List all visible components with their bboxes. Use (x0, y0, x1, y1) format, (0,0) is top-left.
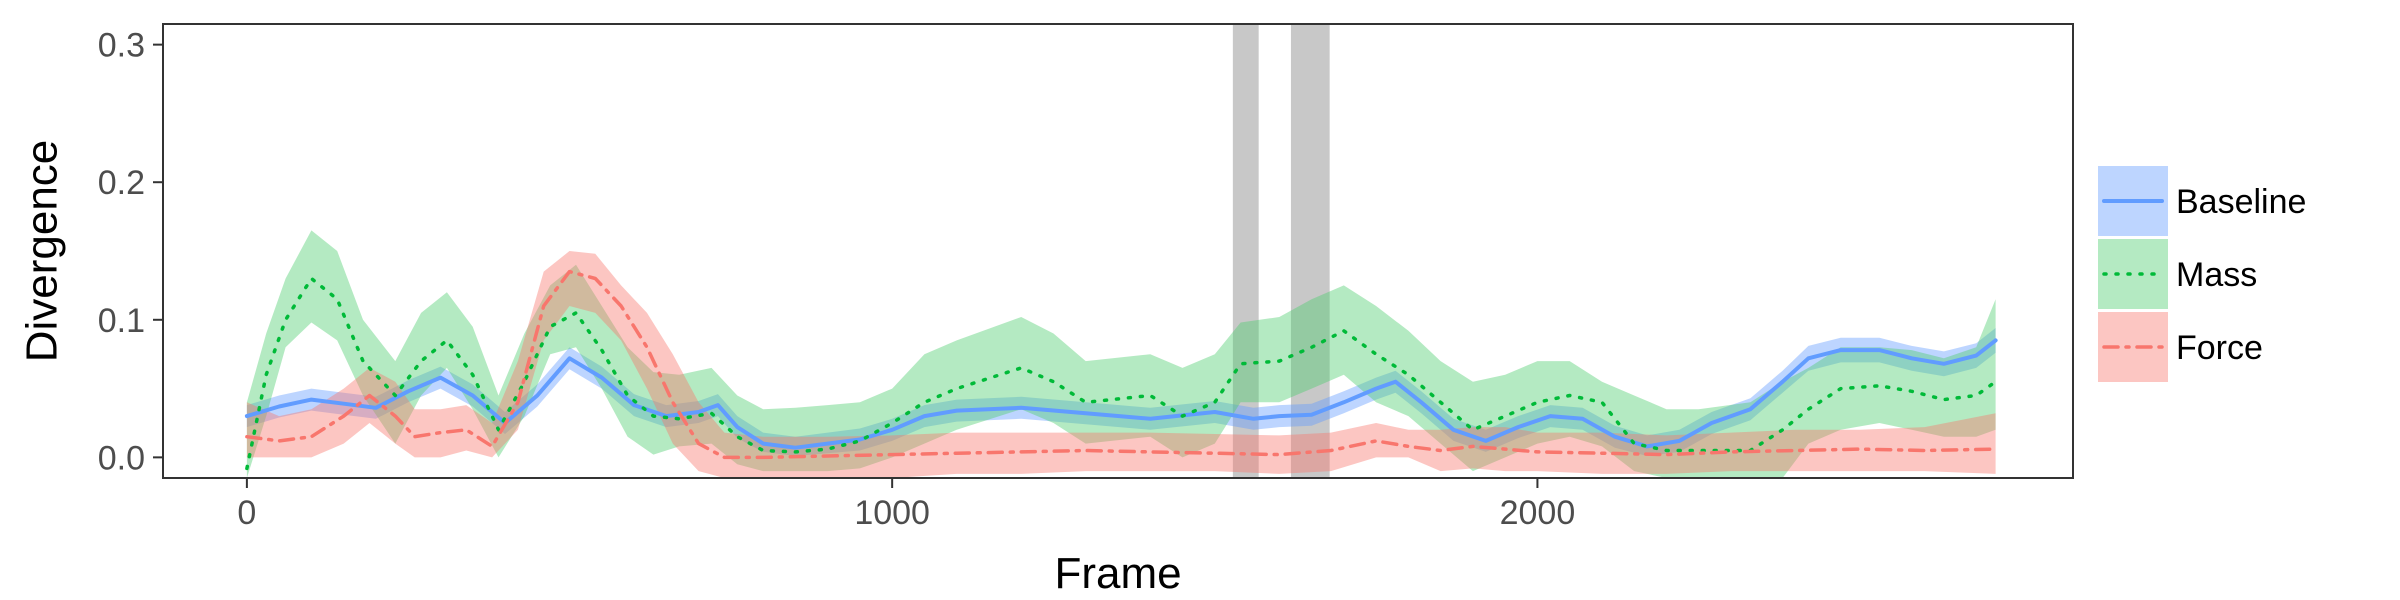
legend-item-baseline: Baseline (2098, 166, 2306, 236)
y-tick-label: 0.2 (98, 164, 145, 202)
legend-label-baseline: Baseline (2176, 183, 2306, 221)
confidence-bands (246, 230, 1996, 478)
legend: Baseline Mass Force (2098, 166, 2306, 382)
highlight-regions (1232, 24, 1330, 478)
y-axis-title: Divergence (18, 140, 67, 363)
baseline-band (246, 328, 1996, 456)
highlight-region-1 (1232, 24, 1259, 478)
plot-panel-border (162, 23, 2074, 479)
legend-label-force: Force (2176, 329, 2263, 367)
x-tick-label: 2000 (1500, 494, 1576, 532)
y-tick-label: 0.3 (98, 27, 145, 65)
series-lines (244, 269, 1998, 471)
mass-line (245, 276, 1998, 471)
x-axis-title: Frame (1054, 549, 1181, 598)
x-tick-label: 1000 (854, 494, 930, 532)
axes: 0 1000 2000 0.0 0.1 0.2 0.3 (98, 27, 1576, 532)
y-tick-label: 0.0 (98, 439, 145, 477)
highlight-region-2 (1290, 24, 1330, 478)
legend-item-mass: Mass (2098, 239, 2257, 309)
x-tick-label: 0 (237, 494, 256, 532)
legend-key-mass (2098, 239, 2168, 309)
legend-item-force: Force (2098, 312, 2263, 382)
legend-label-mass: Mass (2176, 256, 2257, 294)
force-line (245, 269, 1998, 460)
baseline-line (244, 338, 1998, 450)
y-tick-label: 0.1 (98, 302, 145, 340)
